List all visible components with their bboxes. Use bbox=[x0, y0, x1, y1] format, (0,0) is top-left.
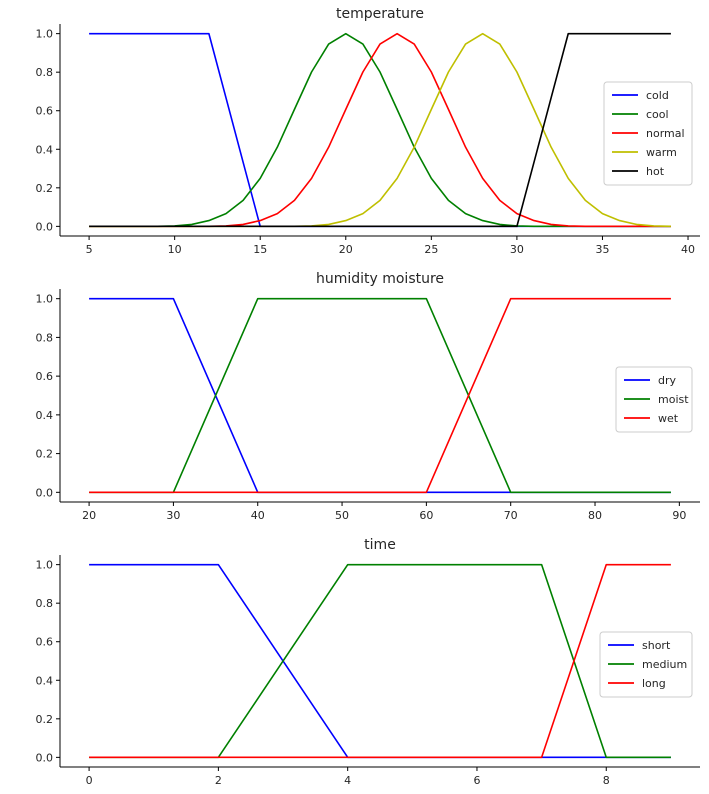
legend: dry moist wet bbox=[615, 366, 693, 433]
x-tick-label: 90 bbox=[672, 509, 686, 522]
legend-label-wet: wet bbox=[658, 412, 679, 425]
x-tick-label: 80 bbox=[588, 509, 602, 522]
chart-title: humidity moisture bbox=[316, 271, 444, 287]
x-tick-label: 40 bbox=[681, 243, 695, 256]
legend-label-long: long bbox=[642, 677, 666, 690]
x-tick-label: 25 bbox=[424, 243, 438, 256]
legend-frame bbox=[599, 631, 693, 698]
series-line-wet bbox=[89, 297, 671, 494]
legend-frame bbox=[615, 366, 693, 433]
series-line-short bbox=[89, 563, 671, 759]
x-tick-label: 5 bbox=[86, 243, 93, 256]
chart-panel-1: temperature 0.0 0.2 0.4 0.6 0.8 1.0 5 10 15 20 25 30… bbox=[36, 6, 700, 256]
legend-label-hot: hot bbox=[646, 165, 665, 178]
x-tick-label: 0 bbox=[86, 774, 93, 787]
y-tick-label: 0.4 bbox=[36, 409, 54, 422]
x-tick-label: 30 bbox=[166, 509, 180, 522]
series-line-medium bbox=[89, 563, 671, 759]
series-line-dry bbox=[89, 297, 671, 494]
legend-label-moist: moist bbox=[658, 393, 689, 406]
x-tick-label: 70 bbox=[504, 509, 518, 522]
chart-title: temperature bbox=[336, 6, 424, 22]
series-line-hot bbox=[89, 32, 671, 228]
x-tick-label: 20 bbox=[339, 243, 353, 256]
series-line-moist bbox=[89, 297, 671, 494]
legend-label-short: short bbox=[642, 639, 671, 652]
x-tick-label: 50 bbox=[335, 509, 349, 522]
x-tick-label: 4 bbox=[344, 774, 351, 787]
y-tick-label: 0.8 bbox=[36, 331, 54, 344]
y-tick-label: 0.2 bbox=[36, 182, 54, 195]
y-tick-label: 1.0 bbox=[36, 293, 54, 306]
x-tick-label: 20 bbox=[82, 509, 96, 522]
y-tick-label: 1.0 bbox=[36, 559, 54, 572]
y-tick-label: 0.8 bbox=[36, 597, 54, 610]
x-tick-label: 30 bbox=[510, 243, 524, 256]
series-line-warm bbox=[89, 32, 671, 228]
y-tick-label: 0.0 bbox=[36, 486, 54, 499]
y-tick-label: 0.8 bbox=[36, 66, 54, 79]
legend-label-warm: warm bbox=[646, 146, 677, 159]
y-tick-label: 0.4 bbox=[36, 674, 54, 687]
chart-panel-3: time 0.0 0.2 0.4 0.6 0.8 1.0 0 2 4 6 8 short medium lo… bbox=[36, 537, 700, 787]
chart-panel-2: humidity moisture 0.0 0.2 0.4 0.6 0.8 1.0 20 30 4… bbox=[36, 271, 700, 522]
x-tick-label: 10 bbox=[168, 243, 182, 256]
y-tick-label: 0.2 bbox=[36, 713, 54, 726]
legend-frame bbox=[603, 81, 693, 186]
y-tick-label: 0.0 bbox=[36, 220, 54, 233]
x-tick-label: 40 bbox=[251, 509, 265, 522]
legend-label-cool: cool bbox=[646, 108, 669, 121]
x-tick-label: 15 bbox=[253, 243, 267, 256]
y-tick-label: 0.4 bbox=[36, 143, 54, 156]
legend-label-normal: normal bbox=[646, 127, 685, 140]
x-tick-label: 35 bbox=[595, 243, 609, 256]
y-tick-label: 0.6 bbox=[36, 370, 54, 383]
y-tick-label: 0.0 bbox=[36, 751, 54, 764]
legend: short medium long bbox=[599, 631, 693, 698]
chart-title: time bbox=[364, 537, 396, 553]
y-tick-label: 0.6 bbox=[36, 636, 54, 649]
x-tick-label: 6 bbox=[473, 774, 480, 787]
legend-label-medium: medium bbox=[642, 658, 687, 671]
legend-label-dry: dry bbox=[658, 374, 677, 387]
legend: cold cool normal warm hot bbox=[603, 81, 693, 186]
x-tick-label: 60 bbox=[419, 509, 433, 522]
series-line-long bbox=[89, 563, 671, 759]
y-tick-label: 0.6 bbox=[36, 105, 54, 118]
legend-label-cold: cold bbox=[646, 89, 669, 102]
x-tick-label: 8 bbox=[603, 774, 610, 787]
x-tick-label: 2 bbox=[215, 774, 222, 787]
y-tick-label: 1.0 bbox=[36, 28, 54, 41]
y-tick-label: 0.2 bbox=[36, 448, 54, 461]
